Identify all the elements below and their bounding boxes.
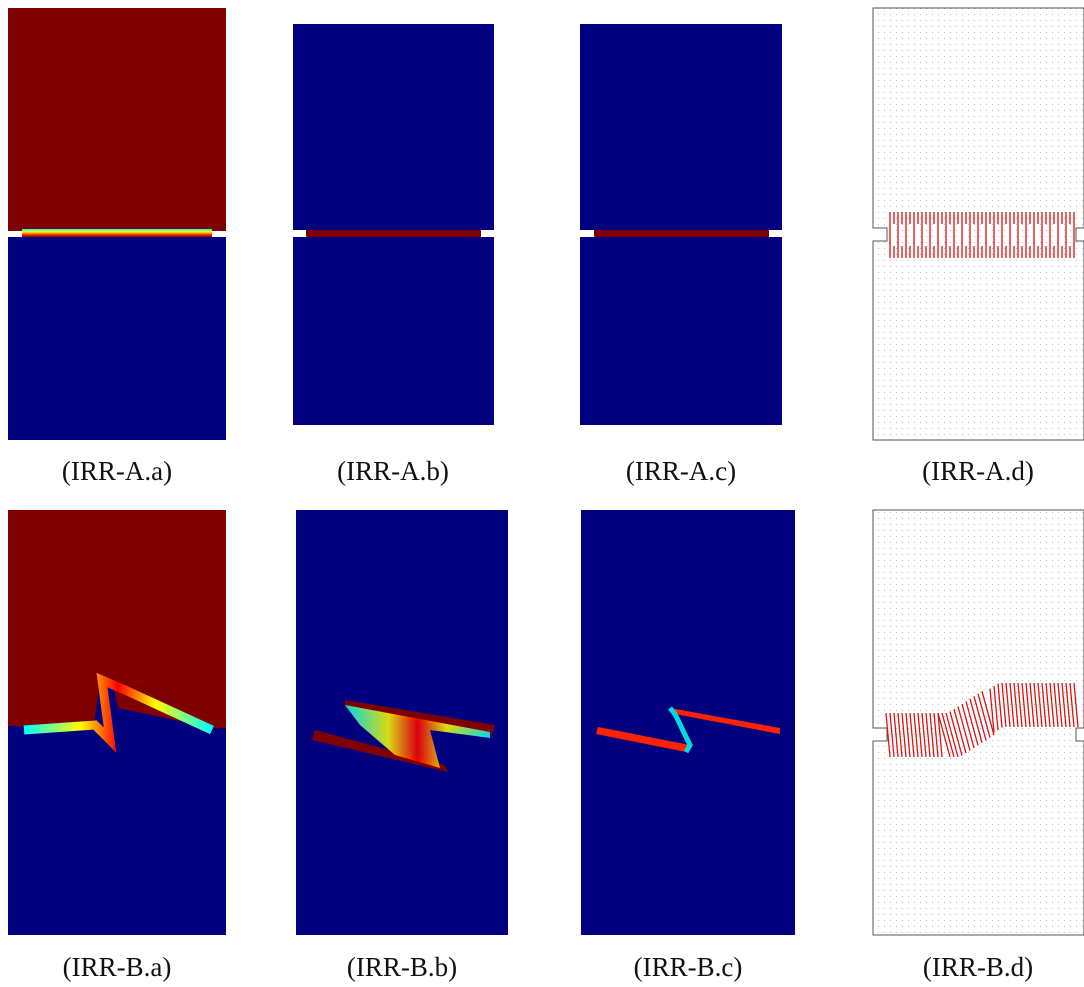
caption: (IRR-A.a) <box>62 456 172 486</box>
vector-arrow <box>929 712 935 758</box>
vector-arrow <box>893 712 899 758</box>
caption: (IRR-B.b) <box>347 952 457 982</box>
vector-arrow <box>941 712 955 758</box>
vector-arrow <box>913 712 919 758</box>
vector-arrow <box>1045 682 1051 728</box>
vector-arrow <box>1001 682 1007 728</box>
vector-arrow <box>961 703 975 749</box>
vector-arrow <box>957 706 971 751</box>
vector-arrow <box>901 712 907 758</box>
vector-arrow <box>1005 682 1011 728</box>
panel-b-b <box>296 510 508 935</box>
vector-arrow <box>1009 682 1015 728</box>
vector-arrow <box>1057 682 1063 728</box>
panel-a-d <box>872 7 1084 441</box>
vector-arrow <box>965 701 979 746</box>
vector-arrow <box>1053 682 1059 728</box>
vector-arrow <box>977 693 991 738</box>
panel-b-d <box>872 509 1084 936</box>
panel-a-b <box>293 24 494 425</box>
vector-arrow <box>993 686 999 731</box>
caption: (IRR-A.c) <box>626 456 736 486</box>
vector-arrow <box>1049 682 1055 728</box>
vector-arrow <box>925 712 931 758</box>
vector-arrow <box>1021 682 1027 728</box>
vector-arrow <box>917 712 923 758</box>
vector-arrow <box>997 683 1003 728</box>
vector-arrow <box>1025 682 1031 728</box>
captions: (IRR-A.a) (IRR-A.b) (IRR-A.c) (IRR-A.d) … <box>62 456 1034 982</box>
panel-b-a <box>8 510 226 935</box>
vector-arrow <box>921 712 927 758</box>
vector-arrow <box>1037 682 1043 728</box>
panel-a-c <box>580 24 782 425</box>
vector-arrow <box>981 690 995 736</box>
vector-arrow <box>1013 682 1019 728</box>
vector-arrow <box>1069 682 1075 728</box>
caption: (IRR-A.b) <box>337 456 449 486</box>
panel-b-c <box>581 510 795 935</box>
vector-arrow <box>1065 682 1071 728</box>
vector-arrow <box>1017 682 1023 728</box>
vector-arrow <box>945 712 959 758</box>
caption: (IRR-A.d) <box>922 456 1034 486</box>
vector-arrow <box>969 698 983 744</box>
vector-arrow <box>1029 682 1035 728</box>
caption: (IRR-B.a) <box>63 952 172 982</box>
vector-arrow <box>989 688 995 733</box>
vector-arrow <box>933 712 939 758</box>
vector-arrow <box>949 711 963 756</box>
vector-arrow <box>1041 682 1047 728</box>
vector-arrow <box>909 712 915 758</box>
vector-arrow <box>885 712 891 758</box>
vector-arrow <box>937 712 951 758</box>
vector-arrow <box>889 712 895 758</box>
vector-arrow <box>973 696 987 741</box>
panel-a-a <box>8 8 226 440</box>
caption: (IRR-B.d) <box>923 952 1033 982</box>
vector-arrow <box>905 712 911 758</box>
vector-arrow <box>1061 682 1067 728</box>
vector-arrow <box>1073 682 1079 728</box>
vector-arrow <box>1033 682 1039 728</box>
vector-arrow <box>897 712 903 758</box>
vector-arrow <box>937 712 943 758</box>
caption: (IRR-B.c) <box>634 952 743 982</box>
vector-arrow <box>953 708 967 754</box>
